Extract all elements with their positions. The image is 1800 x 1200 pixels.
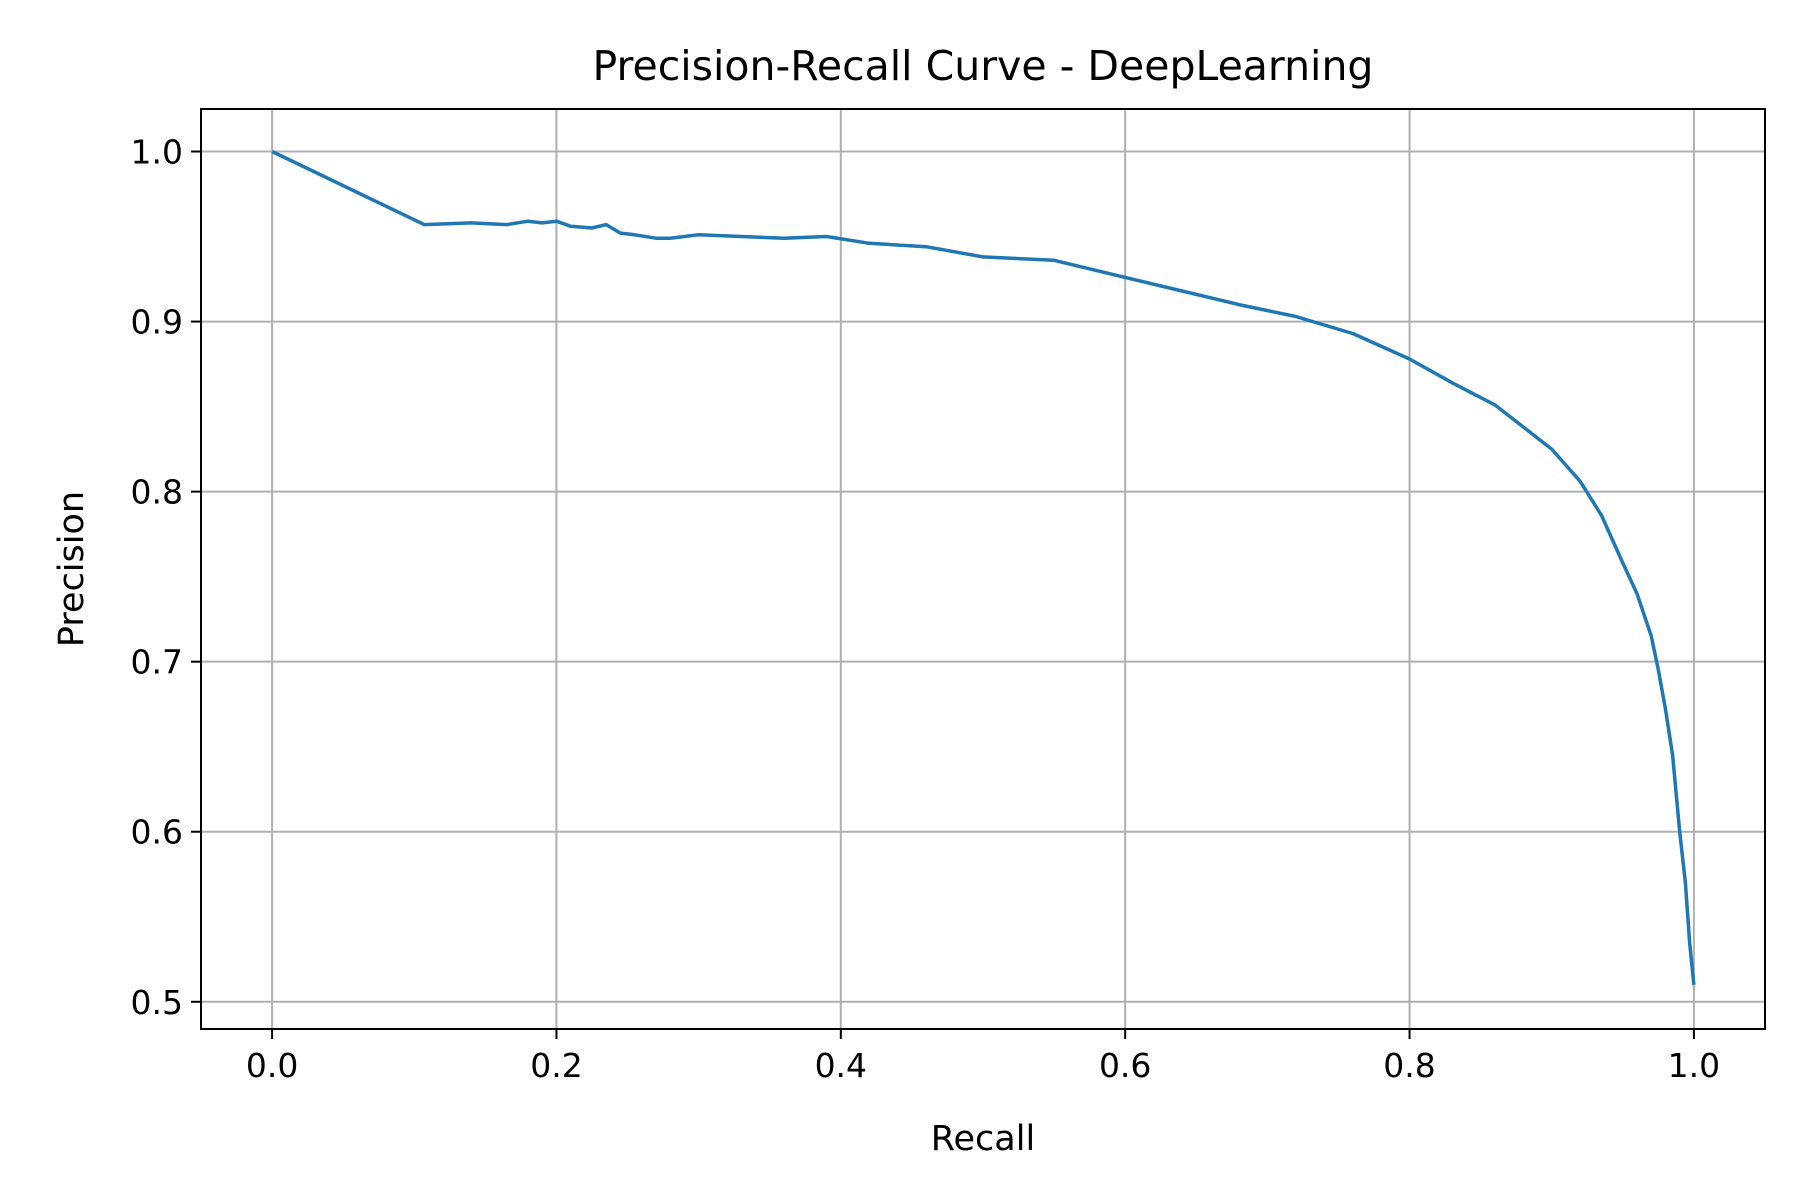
grid-layer (201, 109, 1765, 1029)
plot-frame (200, 108, 1766, 1030)
x-axis-label: Recall (931, 1119, 1035, 1159)
series-layer (271, 149, 1696, 985)
y-tick-label: 0.7 (131, 643, 183, 682)
y-tick-label: 0.8 (131, 473, 183, 512)
precision-recall-line (271, 149, 1696, 985)
x-tick-label: 1.0 (1668, 1046, 1720, 1085)
y-tick-label: 0.9 (131, 303, 183, 342)
x-tick-label: 0.4 (815, 1046, 867, 1085)
x-tick-label: 0.0 (246, 1046, 298, 1085)
chart-title: Precision-Recall Curve - DeepLearning (593, 42, 1374, 90)
y-axis-label: Precision (52, 491, 92, 647)
y-tick-label: 0.5 (131, 983, 183, 1022)
x-tick-label: 0.2 (530, 1046, 582, 1085)
y-tick-label: 0.6 (131, 813, 183, 852)
x-tick-label: 0.8 (1383, 1046, 1435, 1085)
x-tick-label: 0.6 (1099, 1046, 1151, 1085)
y-tick-label: 1.0 (131, 133, 183, 172)
tick-layer: 0.0 0.2 0.4 0.6 0.8 1.0 0.5 0.6 0.7 0.8 0.9 1.0 (131, 133, 1721, 1085)
